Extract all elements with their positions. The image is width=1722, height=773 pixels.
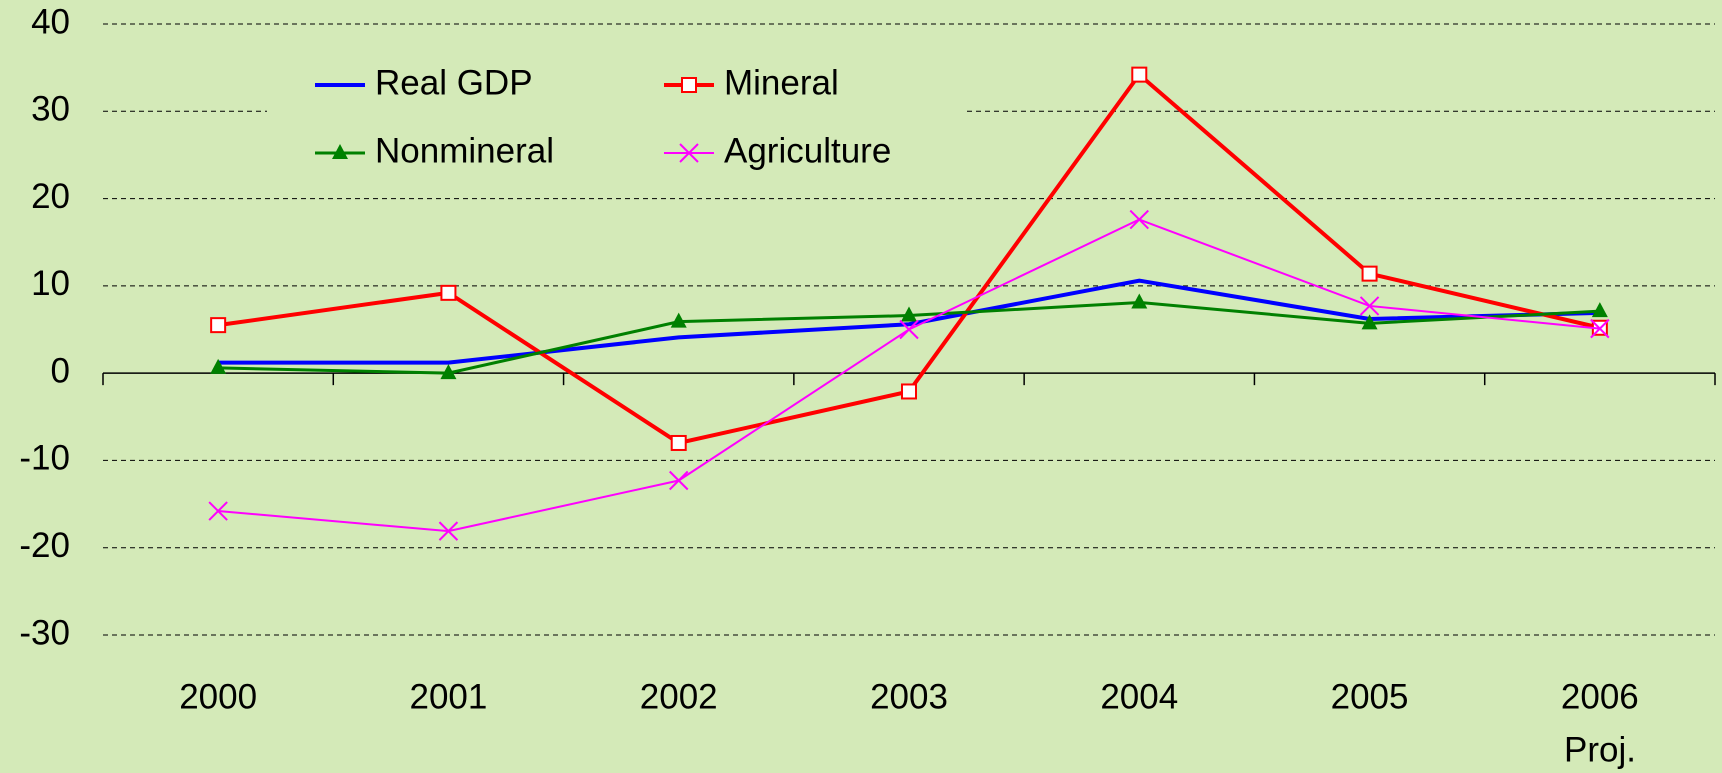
data-point xyxy=(1131,66,1148,83)
legend-label: Agriculture xyxy=(724,131,891,170)
data-point xyxy=(1361,265,1378,282)
legend-box xyxy=(267,50,967,181)
legend-marker xyxy=(679,143,699,163)
data-point xyxy=(208,501,228,521)
x-tick-label: 2003 xyxy=(870,677,948,716)
data-point xyxy=(210,317,227,334)
data-point xyxy=(1591,302,1608,318)
y-tick-label: -20 xyxy=(19,526,70,565)
annotation: Proj. xyxy=(1564,730,1636,769)
legend-label: Real GDP xyxy=(375,63,533,102)
data-point xyxy=(669,470,689,491)
x-tick-label: 2000 xyxy=(179,677,257,716)
legend-marker xyxy=(681,77,697,93)
data-point xyxy=(440,364,457,380)
x-tick-label: 2006 xyxy=(1561,677,1639,716)
data-point xyxy=(901,306,917,322)
data-point xyxy=(1590,318,1610,339)
legend: Real GDP Mineral Nonmineral Agriculture xyxy=(267,50,967,181)
x-tick-label: 2001 xyxy=(409,677,487,716)
y-tick-label: -30 xyxy=(19,613,70,652)
x-tick-label: 2005 xyxy=(1331,677,1409,716)
legend-marker xyxy=(332,144,348,159)
x-tick-label: 2004 xyxy=(1100,677,1178,716)
data-point xyxy=(670,434,687,451)
x-tick-label: 2002 xyxy=(640,677,718,716)
y-tick-label: -10 xyxy=(19,439,70,478)
data-point xyxy=(901,383,917,400)
data-point xyxy=(1129,209,1149,230)
y-tick-label: 0 xyxy=(51,351,70,390)
legend-label: Mineral xyxy=(724,63,839,102)
y-tick-label: 30 xyxy=(31,90,70,129)
data-point xyxy=(1359,296,1380,316)
y-tick-label: 40 xyxy=(31,2,70,41)
data-point xyxy=(899,319,919,340)
data-point xyxy=(1131,293,1148,309)
data-point xyxy=(1361,314,1378,330)
data-point xyxy=(438,521,459,541)
data-point xyxy=(210,358,227,374)
y-tick-label: 10 xyxy=(31,264,70,303)
data-point xyxy=(670,312,687,328)
data-point xyxy=(440,284,457,301)
y-tick-label: 20 xyxy=(31,177,70,216)
legend-label: Nonmineral xyxy=(375,131,554,170)
